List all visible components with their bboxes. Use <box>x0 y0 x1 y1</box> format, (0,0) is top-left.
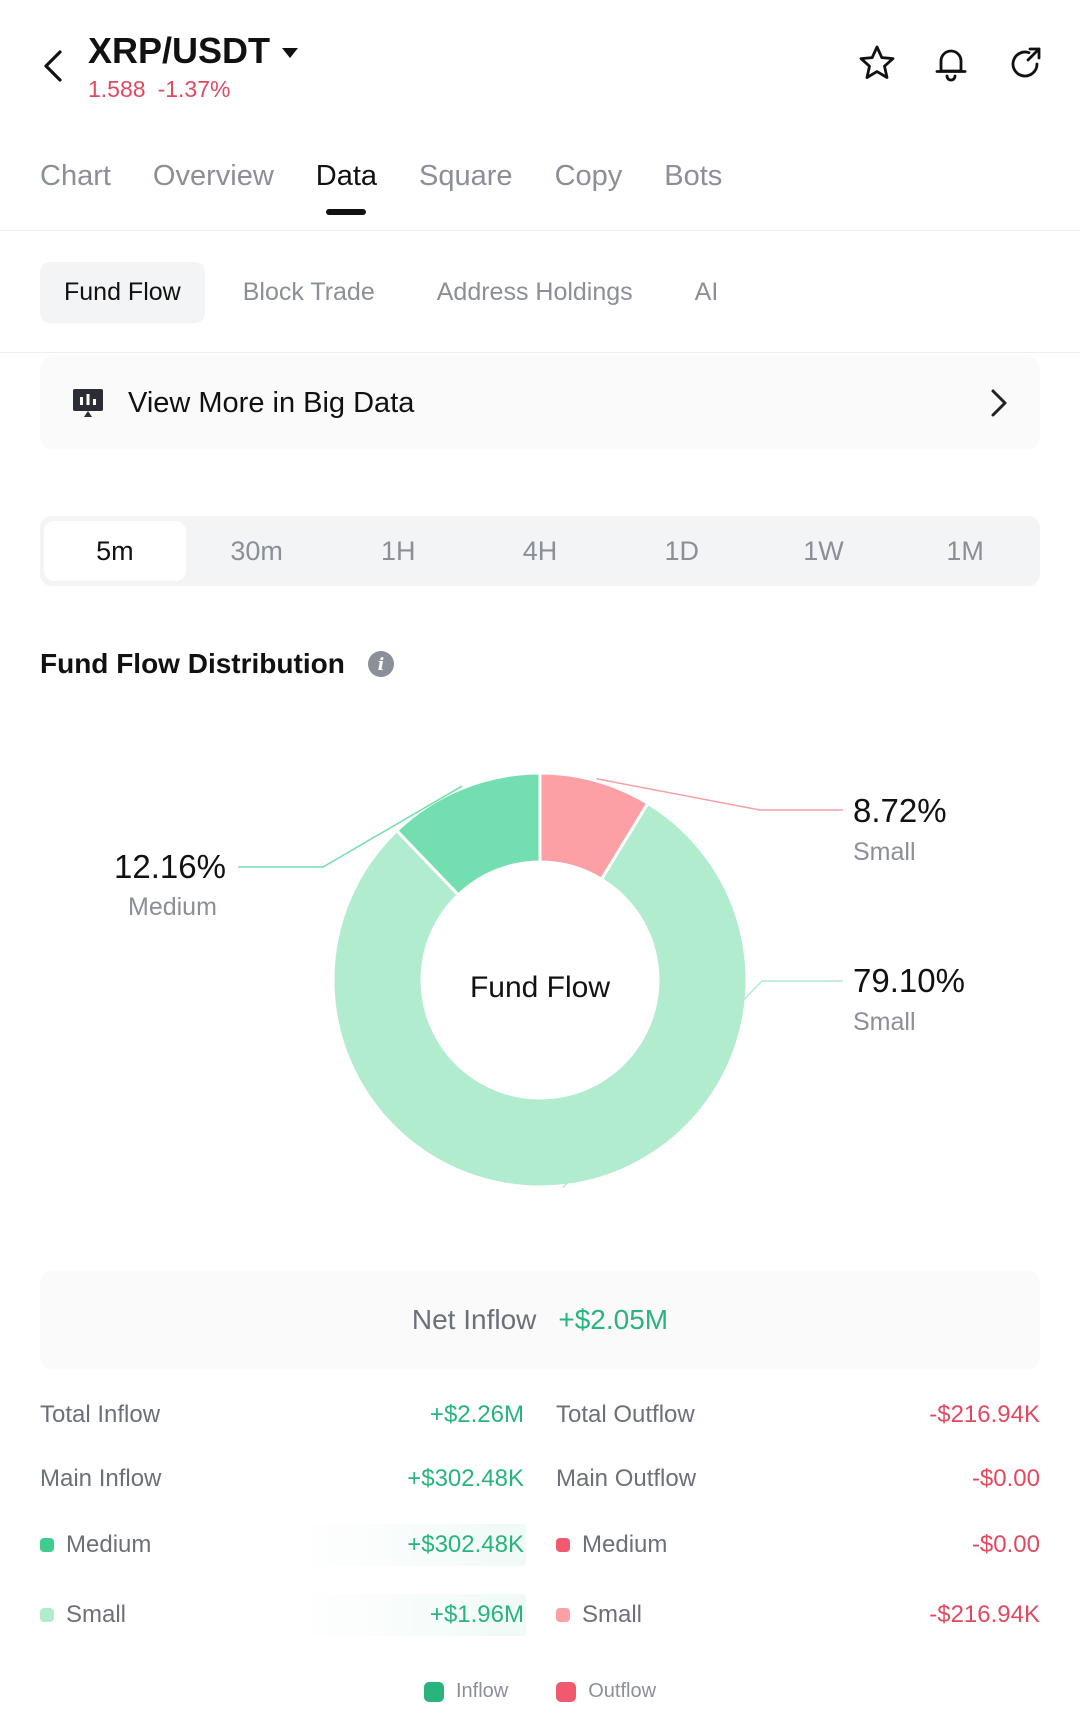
tab-bots[interactable]: Bots <box>664 160 723 192</box>
main-outflow-label: Main Outflow <box>556 1465 697 1492</box>
net-inflow-label: Net Inflow <box>411 1304 537 1335</box>
net-inflow-value: +$2.05M <box>558 1304 669 1335</box>
donut-center-label: Fund Flow <box>470 971 610 1004</box>
pair-name: XRP/USDT <box>88 30 271 71</box>
main-tabs: Chart Overview Data Square Copy Bots <box>40 160 722 215</box>
legend-outflow-label: Outflow <box>588 1680 657 1702</box>
medium-outflow-cell: Medium <box>556 1520 667 1570</box>
total-outflow-value: -$216.94K <box>929 1401 1040 1428</box>
bell-icon <box>935 49 967 82</box>
table-row: Small +$1.96M Small -$216.94K <box>40 1590 1040 1640</box>
caret-down-icon <box>282 48 299 58</box>
slice-label-small-out-name: Small <box>853 838 916 866</box>
medium-inflow-label: Medium <box>66 1531 152 1558</box>
small-outflow-label: Small <box>582 1601 643 1628</box>
small-inflow-value: +$1.96M <box>429 1601 524 1628</box>
timeframe-30m[interactable]: 30m <box>230 536 283 566</box>
favorite-button[interactable] <box>858 44 896 82</box>
medium-inflow-cell: Medium <box>40 1520 151 1570</box>
info-icon[interactable]: i <box>367 650 395 678</box>
big-data-label: View More in Big Data <box>128 386 415 419</box>
back-button[interactable] <box>36 44 70 88</box>
alert-button[interactable] <box>932 44 970 82</box>
price-change: -1.37% <box>157 76 231 102</box>
presentation-chart-icon <box>73 389 103 417</box>
star-icon <box>859 45 895 79</box>
table-row: Main Inflow +$302.48K Main Outflow -$0.0… <box>40 1454 1040 1504</box>
total-outflow-label: Total Outflow <box>556 1401 695 1428</box>
slice-label-medium-pct: 12.16% <box>114 848 226 885</box>
tab-overview[interactable]: Overview <box>152 160 274 192</box>
tab-square[interactable]: Square <box>419 160 513 192</box>
legend-inflow-swatch <box>423 1681 444 1702</box>
small-inflow-label: Small <box>66 1601 127 1628</box>
donut-slice-small-inflow[interactable] <box>331 801 749 1189</box>
net-inflow-box: Net Inflow +$2.05M <box>40 1270 1040 1370</box>
share-icon <box>1011 47 1041 78</box>
table-row: Medium +$302.48K Medium -$0.00 <box>40 1520 1040 1570</box>
timeframe-1h[interactable]: 1H <box>381 536 416 566</box>
subtab-fund-flow[interactable]: Fund Flow <box>40 262 205 323</box>
section-title: Fund Flow Distribution i <box>40 648 395 680</box>
share-button[interactable] <box>1006 44 1044 82</box>
last-price: 1.588 <box>88 76 146 102</box>
legend-outflow-swatch <box>556 1681 577 1702</box>
small-outflow-value: -$216.94K <box>929 1601 1040 1628</box>
subtab-block-trade[interactable]: Block Trade <box>242 278 375 306</box>
svg-text:i: i <box>378 655 384 675</box>
tab-data[interactable]: Data <box>316 160 377 215</box>
slice-label-small-in-pct: 79.10% <box>853 962 965 999</box>
leader-line-medium-inflow <box>238 785 463 868</box>
subtabs-divider <box>0 352 1080 353</box>
price-line: 1.588 -1.37% <box>88 76 230 103</box>
slice-label-small-out-pct: 8.72% <box>853 792 947 829</box>
pair-selector[interactable]: XRP/USDT <box>88 30 299 72</box>
leader-line-small-inflow <box>562 980 843 1189</box>
timeframe-5m[interactable]: 5m <box>44 521 186 581</box>
table-row: Total Inflow +$2.26M Total Outflow -$216… <box>40 1390 1040 1440</box>
chevron-right-icon <box>991 389 1007 417</box>
legend-inflow-label: Inflow <box>455 1680 509 1702</box>
medium-inflow-value: +$302.48K <box>407 1531 524 1558</box>
small-inflow-cell: Small <box>40 1590 126 1640</box>
back-arrow-icon <box>44 50 62 82</box>
main-inflow-label: Main Inflow <box>40 1465 162 1492</box>
donut-svg: Fund Flow <box>238 771 843 1189</box>
timeframe-1m[interactable]: 1M <box>946 536 984 566</box>
small-outflow-cell: Small <box>556 1590 642 1640</box>
timeframe-4h[interactable]: 4H <box>522 536 558 566</box>
tab-copy[interactable]: Copy <box>554 160 623 192</box>
tab-chart[interactable]: Chart <box>40 160 111 192</box>
tabs-divider <box>0 230 1080 231</box>
leader-line-small-outflow <box>596 778 843 811</box>
subtab-address-holdings[interactable]: Address Holdings <box>436 278 633 306</box>
slice-label-small-in-name: Small <box>853 1008 916 1036</box>
total-inflow-label: Total Inflow <box>40 1401 161 1428</box>
medium-inflow-bar <box>296 1524 526 1566</box>
medium-outflow-dot <box>556 1538 570 1552</box>
subtab-ai[interactable]: AI <box>694 278 719 306</box>
header: XRP/USDT 1.588 -1.37% <box>0 0 1080 130</box>
main-inflow-value: +$302.48K <box>407 1465 524 1492</box>
fund-flow-donut-chart: Fund Flow 12.16% Medium 8.72% Small 79.1… <box>0 740 1080 1220</box>
small-inflow-dot <box>40 1608 54 1622</box>
main-outflow-value: -$0.00 <box>971 1465 1040 1492</box>
sub-tabs: Fund Flow Block Trade Address Holdings A… <box>40 262 742 323</box>
small-outflow-dot <box>556 1608 570 1622</box>
timeframe-1d[interactable]: 1D <box>664 536 699 566</box>
medium-outflow-value: -$0.00 <box>971 1531 1040 1558</box>
legend-inflow[interactable]: Inflow <box>423 1680 509 1703</box>
small-inflow-bar <box>296 1594 526 1636</box>
medium-inflow-dot <box>40 1538 54 1552</box>
total-inflow-value: +$2.26M <box>429 1401 524 1428</box>
slice-label-medium-name: Medium <box>128 893 217 921</box>
timeframe-selector: 5m 30m 1H 4H 1D 1W 1M <box>40 516 1040 586</box>
chart-legend: Inflow Outflow <box>0 1680 1080 1703</box>
timeframe-1w[interactable]: 1W <box>803 536 844 566</box>
fund-flow-distribution-title: Fund Flow Distribution <box>40 648 345 679</box>
big-data-banner[interactable]: View More in Big Data <box>40 356 1040 450</box>
legend-outflow[interactable]: Outflow <box>556 1680 656 1703</box>
medium-outflow-label: Medium <box>582 1531 668 1558</box>
